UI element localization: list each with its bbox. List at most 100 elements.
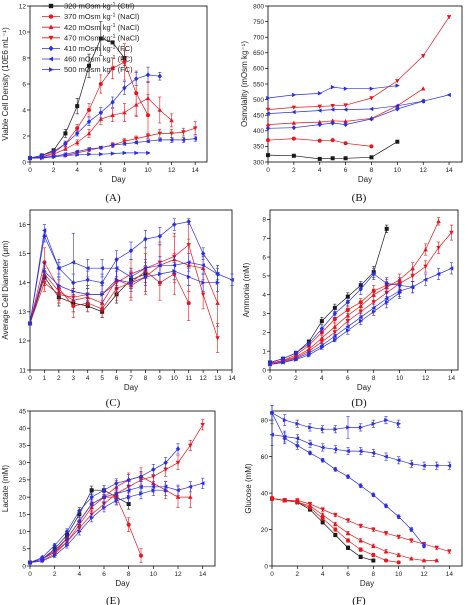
y-tick-label: 20 <box>19 494 27 501</box>
y-tick-label: 60 <box>261 454 269 461</box>
data-point <box>345 328 351 333</box>
x-tick-label: 10 <box>144 167 152 174</box>
data-point <box>85 277 90 283</box>
data-point <box>269 432 274 437</box>
data-point <box>369 155 374 160</box>
x-tick-label: 9 <box>158 375 162 382</box>
x-tick-label: 3 <box>71 375 75 382</box>
data-point <box>172 268 177 274</box>
data-point <box>317 104 322 109</box>
series-line <box>267 138 372 147</box>
data-point <box>110 151 115 156</box>
data-point <box>85 292 91 297</box>
series-line <box>29 259 218 324</box>
data-point <box>172 221 177 228</box>
data-point <box>134 150 139 156</box>
data-point <box>369 86 374 91</box>
data-point <box>110 66 115 71</box>
x-tick-label: 10 <box>171 375 179 382</box>
data-point <box>291 125 297 131</box>
data-point <box>343 86 348 91</box>
data-point <box>410 274 415 279</box>
data-point <box>320 516 325 521</box>
data-point <box>410 265 415 271</box>
y-tick-label: 2 <box>22 133 26 140</box>
x-tick-label: 6 <box>346 571 350 578</box>
x-tick-label: 10 <box>396 375 404 382</box>
data-point <box>332 324 338 329</box>
legend-label: 460 mOsm kg-1 (FC) <box>64 55 133 64</box>
series-500-fc <box>270 405 402 439</box>
series-320-ctrl <box>266 139 400 161</box>
data-point <box>175 488 180 493</box>
data-point <box>320 427 326 432</box>
data-point <box>200 292 206 297</box>
x-tick-label: 2 <box>57 375 61 382</box>
data-point <box>434 463 439 468</box>
x-tick-label: 10 <box>150 571 158 578</box>
series-500-fc <box>28 262 220 326</box>
data-point <box>333 527 338 532</box>
y-tick-label: 400 <box>253 128 264 135</box>
data-point <box>110 40 115 45</box>
data-point <box>89 515 95 520</box>
data-point <box>64 528 70 535</box>
data-point <box>332 333 337 339</box>
data-point <box>134 102 139 107</box>
data-point <box>70 260 76 265</box>
series-line <box>271 498 437 561</box>
data-point <box>266 95 271 101</box>
data-point <box>181 137 186 143</box>
series-370-nacl <box>266 136 374 149</box>
data-point <box>186 243 191 248</box>
data-point <box>332 330 338 335</box>
data-point <box>129 280 134 285</box>
data-point <box>186 301 191 306</box>
data-point <box>114 265 119 271</box>
data-point <box>163 460 168 466</box>
y-tick-label: 30 <box>19 460 27 467</box>
data-point <box>187 484 193 489</box>
data-point <box>145 134 151 139</box>
data-point <box>200 263 205 268</box>
x-tick-label: 2 <box>292 167 296 174</box>
legend: 320 mOsm kg-1 (Ctrl)370 mOsm kg-1 (NaCl)… <box>42 2 140 74</box>
data-point <box>371 292 376 297</box>
data-point <box>295 498 300 503</box>
data-point <box>280 356 286 362</box>
data-point <box>99 265 104 271</box>
x-tick-label: 6 <box>115 375 119 382</box>
data-point <box>358 554 363 559</box>
data-point <box>98 110 103 116</box>
data-point <box>343 156 348 161</box>
data-point <box>343 121 348 128</box>
data-point <box>75 152 80 158</box>
y-tick-label: 10 <box>19 29 27 36</box>
x-axis-title: Day <box>115 579 129 588</box>
plot-frame <box>29 410 216 567</box>
data-point <box>291 136 296 141</box>
data-point <box>266 138 270 143</box>
legend-label: 370 mOsm kg-1 (NaCl) <box>64 12 140 21</box>
y-tick-label: 450 <box>253 113 264 120</box>
data-point <box>110 112 115 117</box>
x-tick-label: 14 <box>445 167 453 174</box>
legend-item: 420 mOsm kg-1 (NaCl) <box>42 23 140 32</box>
data-point <box>282 498 287 503</box>
x-tick-label: 8 <box>372 571 376 578</box>
data-point <box>345 313 350 318</box>
data-point <box>266 153 270 158</box>
data-point <box>345 294 350 299</box>
data-point <box>56 265 61 271</box>
x-tick-label: 6 <box>346 375 350 382</box>
data-point <box>384 226 389 231</box>
data-point <box>28 560 33 565</box>
data-point <box>345 518 351 523</box>
data-point <box>101 494 106 500</box>
x-tick-label: 10 <box>395 571 403 578</box>
data-point <box>358 538 363 543</box>
data-point <box>434 545 439 551</box>
data-point <box>396 458 401 463</box>
data-point <box>358 318 364 324</box>
data-point <box>409 526 414 533</box>
